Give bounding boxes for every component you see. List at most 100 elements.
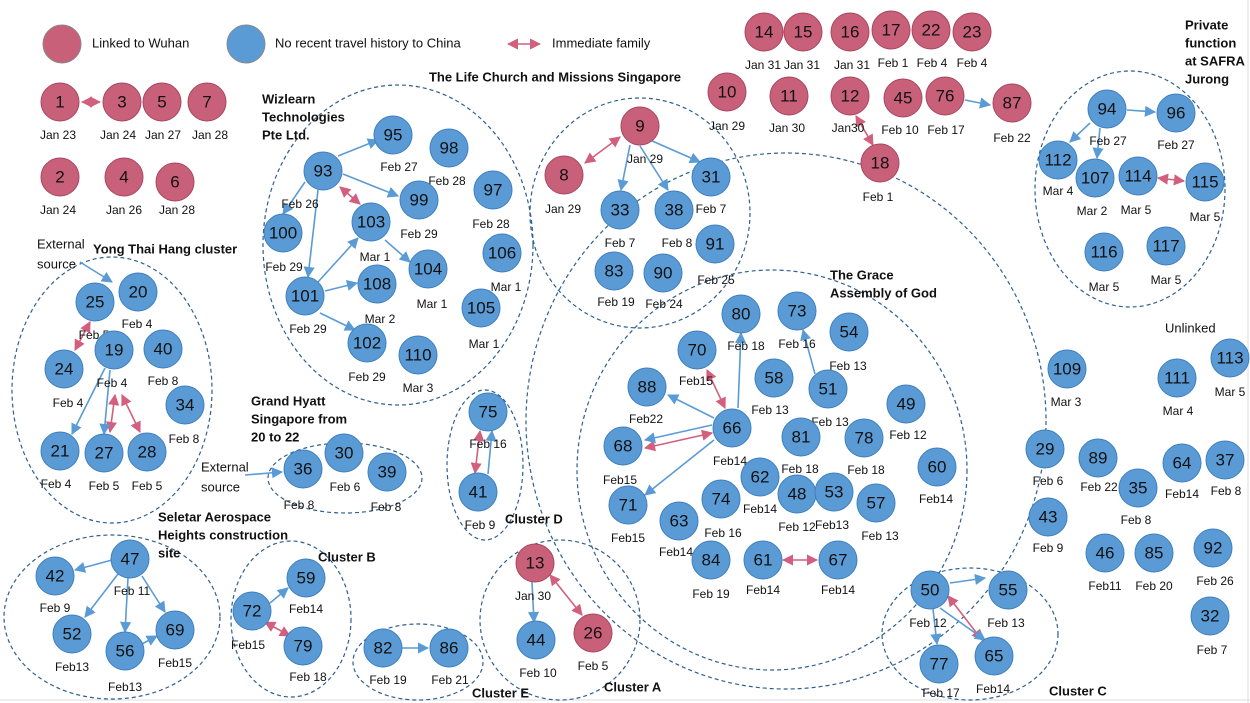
transmission-arrow (639, 145, 669, 191)
case-number: 13 (526, 553, 545, 572)
case-number: 33 (611, 200, 630, 219)
case-node: 3 Jan 24 (100, 82, 142, 142)
case-number: 111 (1164, 368, 1190, 387)
case-date: Jan 23 (40, 128, 76, 142)
case-circle (911, 10, 951, 50)
case-node: 98 Feb 28 (428, 128, 469, 188)
case-number: 19 (105, 340, 124, 359)
case-node: 39 Feb 8 (367, 452, 407, 514)
case-node: 114 Mar 5 (1118, 156, 1158, 217)
cluster-label: Cluster E (472, 685, 529, 700)
case-circle (104, 157, 144, 197)
case-number: 105 (467, 298, 495, 317)
case-date: Jan 29 (709, 119, 745, 133)
case-node: 79 Feb 18 (283, 626, 327, 684)
case-number: 28 (138, 442, 157, 461)
external-source-label: External (201, 459, 249, 474)
case-date: Feb 22 (1080, 480, 1118, 494)
cluster-label: Technologies (262, 109, 345, 124)
outline (446, 389, 524, 541)
case-circle (952, 12, 992, 52)
case-node: 36 Feb 8 (283, 449, 323, 512)
case-number: 55 (999, 580, 1018, 599)
case-circle (691, 540, 731, 580)
case-number: 9 (635, 116, 644, 135)
case-circle (1193, 528, 1233, 568)
case-circle (1084, 232, 1124, 272)
transmission-arrow (99, 369, 111, 436)
case-number: 96 (1167, 103, 1186, 122)
case-node: 85 Feb 20 (1134, 533, 1174, 593)
outline (479, 539, 641, 701)
case-node: 18 Feb 1 (860, 143, 900, 204)
case-date: Feb 7 (1197, 643, 1228, 657)
case-node: 11 Jan 30 (769, 76, 809, 135)
case-circle (830, 76, 870, 116)
case-date: Feb14 (1165, 487, 1199, 501)
transmission-arrow (644, 439, 715, 496)
case-circle (482, 233, 522, 273)
case-number: 25 (86, 292, 105, 311)
case-node: 21 Feb 4 (40, 431, 80, 491)
case-circle (429, 128, 469, 168)
outline (576, 269, 968, 671)
case-circle (1087, 89, 1127, 129)
family-link (855, 115, 874, 146)
case-circle (988, 570, 1028, 610)
case-node: 15 Jan 31 (783, 12, 823, 72)
case-node: 95 Feb 27 (373, 115, 418, 174)
case-number: 74 (712, 489, 731, 508)
transmission-arrow (342, 173, 400, 198)
family-link (74, 321, 91, 351)
case-number: 78 (855, 428, 874, 447)
case-node: 77 Feb 17 (919, 644, 960, 700)
case-date: Feb 28 (428, 174, 466, 188)
case-date: Feb13 (815, 518, 849, 532)
case-date: Feb13 (108, 680, 142, 694)
case-node: 115 Mar 5 (1185, 162, 1225, 224)
case-circle (1118, 468, 1158, 508)
case-circle (105, 631, 145, 671)
case-node: 117 Mar 5 (1146, 226, 1186, 287)
case-number: 80 (732, 304, 751, 323)
case-node: 33 Feb 7 (600, 190, 640, 250)
legend-label: Immediate family (552, 35, 651, 50)
case-date: Feb14 (743, 502, 777, 516)
external-source-label: source (201, 479, 240, 494)
case-node: 78 Feb 18 (844, 418, 885, 477)
case-circle (808, 369, 848, 409)
case-number: 103 (357, 212, 385, 231)
case-circle (1075, 158, 1115, 198)
case-number: 69 (166, 620, 185, 639)
cluster-label: Cluster A (604, 679, 662, 694)
case-number: 98 (440, 138, 459, 157)
legend-label: Linked to Wuhan (92, 35, 189, 50)
case-node: 60 Feb14 (917, 447, 957, 506)
case-circle (324, 433, 364, 473)
case-circle (860, 143, 900, 183)
cluster-label: Cluster B (318, 549, 376, 564)
case-date: Jan 29 (627, 152, 663, 166)
case-node: 68 Feb15 (603, 426, 643, 487)
case-node: 64 Feb14 (1162, 443, 1202, 501)
case-node: 110 Mar 3 (398, 335, 438, 395)
external-source-label: source (37, 256, 76, 271)
case-node: 51 Feb 13 (808, 369, 849, 429)
family-link (549, 574, 583, 616)
case-date: Feb 4 (122, 317, 153, 331)
case-node: 65 Feb14 (974, 636, 1014, 696)
case-number: 54 (840, 322, 859, 341)
case-number: 21 (51, 441, 70, 460)
case-date: Feb 6 (1033, 474, 1064, 488)
case-number: 60 (928, 457, 947, 476)
cluster-label: Assembly of God (830, 285, 937, 300)
case-circle (94, 330, 134, 370)
case-node: 82 Feb 19 (363, 628, 407, 687)
case-node: 32 Feb 7 (1190, 596, 1230, 657)
case-circle (283, 626, 323, 666)
case-date: Feb 8 (662, 236, 693, 250)
case-node: 83 Feb 19 (594, 251, 635, 309)
legend-swatch (42, 24, 82, 64)
cluster-outlines (3, 70, 1226, 701)
case-date: Mar 5 (1089, 280, 1120, 294)
